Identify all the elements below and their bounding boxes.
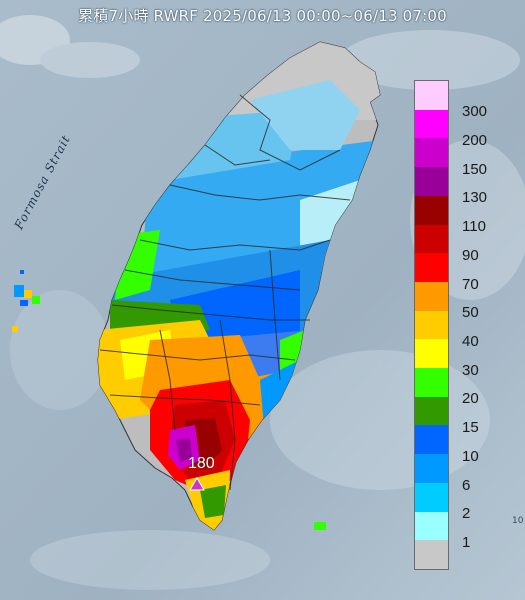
color-legend [414,80,449,570]
legend-label: 200 [462,132,488,150]
legend-swatch [415,167,448,197]
legend-label: 300 [462,103,488,121]
legend-swatch [415,396,448,426]
legend-label: 6 [462,476,471,494]
legend-label: 90 [462,246,479,264]
map-title: 累積7小時 RWRF 2025/06/13 00:00~06/13 07:00 [78,6,447,25]
legend-swatch [415,138,448,168]
legend-label: 70 [462,275,479,293]
legend-swatch [415,482,448,513]
legend-label: 30 [462,361,479,379]
legend-label: 130 [462,189,488,207]
max-rainfall-marker-icon [189,477,205,491]
legend-label: 50 [462,304,479,322]
legend-label: 15 [462,419,479,437]
legend-swatch [415,81,448,111]
legend-swatch [415,281,448,312]
legend-label: 10 [462,447,479,465]
penghu-spots [12,270,40,332]
edge-mark: 10 [512,516,524,526]
legend-swatch [415,224,448,254]
legend-swatch [415,109,448,139]
county-borders [99,94,351,491]
legend-swatch [415,540,448,570]
legend-label: 40 [462,333,479,350]
max-rainfall-label: 180 [188,455,215,472]
legend-label: 150 [462,160,488,178]
legend-label: 1 [462,533,471,551]
legend-swatch [415,195,448,226]
legend-swatch [415,425,448,455]
legend-swatch [415,310,448,340]
legend-label: 110 [462,218,486,236]
legend-swatch [415,454,448,484]
legend-swatch [415,339,448,369]
legend-label: 2 [462,505,471,523]
legend-swatch [415,368,448,398]
ludao-spot [314,522,326,530]
legend-swatch [415,253,448,283]
legend-label: 20 [462,390,479,408]
legend-swatch [415,511,448,541]
